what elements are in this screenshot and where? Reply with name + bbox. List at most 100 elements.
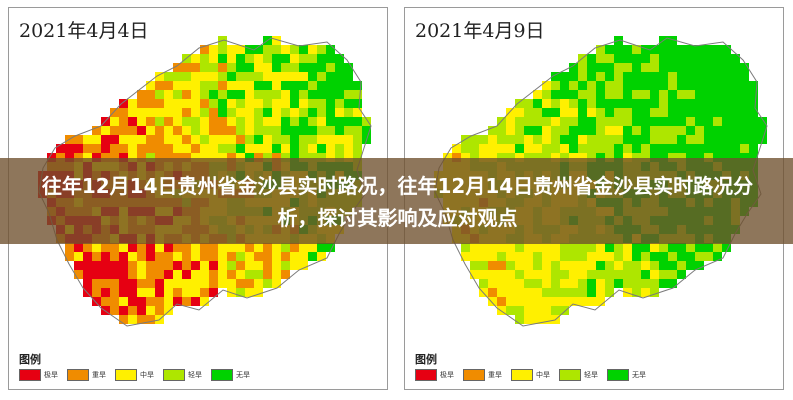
map-cell-light <box>308 117 317 126</box>
map-cell-moderate <box>245 99 254 108</box>
map-cell-light <box>515 243 524 252</box>
map-cell-light <box>335 144 344 153</box>
map-cell-light <box>299 144 308 153</box>
headline-text[interactable]: 往年12月14日贵州省金沙县实时路况，往年12月14日贵州省金沙县实时路况分析，… <box>41 174 754 230</box>
map-cell-none <box>686 144 695 153</box>
map-cell-none <box>686 252 695 261</box>
map-cell-none <box>695 90 704 99</box>
map-cell-moderate <box>560 144 569 153</box>
map-cell-light <box>299 54 308 63</box>
map-cell-none <box>281 81 290 90</box>
map-cell-none <box>713 252 722 261</box>
map-cell-none <box>650 81 659 90</box>
map-cell-none <box>227 72 236 81</box>
map-cell-moderate <box>524 252 533 261</box>
map-cell-severe <box>83 144 92 153</box>
map-cell-moderate <box>128 108 137 117</box>
map-cell-none <box>335 54 344 63</box>
map-cell-moderate <box>128 135 137 144</box>
map-cell-light <box>578 72 587 81</box>
map-cell-moderate <box>596 252 605 261</box>
map-cell-moderate <box>200 144 209 153</box>
map-cell-light <box>200 63 209 72</box>
map-cell-moderate <box>488 243 497 252</box>
map-cell-none <box>623 45 632 54</box>
map-cell-none <box>677 108 686 117</box>
map-cell-moderate <box>299 252 308 261</box>
map-cell-severe <box>218 81 227 90</box>
map-cell-none <box>704 243 713 252</box>
map-cell-severe <box>236 279 245 288</box>
map-cell-moderate <box>587 252 596 261</box>
map-cell-moderate <box>488 252 497 261</box>
map-cell-moderate <box>497 243 506 252</box>
map-cell-none <box>749 126 758 135</box>
map-cell-none <box>722 108 731 117</box>
map-cell-moderate <box>218 270 227 279</box>
map-cell-moderate <box>299 99 308 108</box>
map-cell-moderate <box>560 297 569 306</box>
map-cell-moderate <box>137 117 146 126</box>
map-cell-moderate <box>245 144 254 153</box>
map-cell-severe <box>101 153 110 162</box>
headline-banner: 往年12月14日贵州省金沙县实时路况，往年12月14日贵州省金沙县实时路况分析，… <box>0 158 793 244</box>
map-cell-none <box>281 126 290 135</box>
map-cell-severe <box>92 279 101 288</box>
map-cell-light <box>578 252 587 261</box>
map-title-right: 2021年4月9日 <box>415 20 545 42</box>
map-cell-severe <box>137 144 146 153</box>
legend-swatch <box>415 369 437 381</box>
map-cell-light <box>515 135 524 144</box>
map-cell-severe <box>209 252 218 261</box>
map-cell-light <box>317 45 326 54</box>
map-cell-light <box>551 81 560 90</box>
map-cell-moderate <box>272 99 281 108</box>
map-cell-light <box>587 99 596 108</box>
map-cell-moderate <box>173 252 182 261</box>
map-cell-severe <box>488 288 497 297</box>
map-cell-extreme <box>119 153 128 162</box>
map-cell-none <box>569 126 578 135</box>
map-cell-moderate <box>146 108 155 117</box>
map-cell-severe <box>191 144 200 153</box>
map-cell-severe <box>164 117 173 126</box>
map-cell-light <box>605 54 614 63</box>
map-cell-moderate <box>551 117 560 126</box>
legend-item-severe: 重旱 <box>463 369 511 381</box>
map-cell-severe <box>110 288 119 297</box>
map-cell-severe <box>92 252 101 261</box>
legend-item-none: 无旱 <box>607 369 655 381</box>
map-cell-light <box>254 108 263 117</box>
map-cell-none <box>641 126 650 135</box>
map-cell-severe <box>263 252 272 261</box>
map-cell-light <box>326 63 335 72</box>
map-cell-none <box>722 90 731 99</box>
map-cell-none <box>587 54 596 63</box>
map-cell-moderate <box>524 135 533 144</box>
map-cell-moderate <box>173 135 182 144</box>
map-cell-severe <box>155 297 164 306</box>
map-cell-severe <box>254 153 263 162</box>
map-cell-none <box>632 243 641 252</box>
map-cell-moderate <box>560 108 569 117</box>
map-cell-moderate <box>290 108 299 117</box>
map-cell-extreme <box>119 279 128 288</box>
map-cell-none <box>299 126 308 135</box>
map-cell-none <box>632 81 641 90</box>
map-cell-moderate <box>173 108 182 117</box>
map-cell-extreme <box>110 135 119 144</box>
map-cell-light <box>470 261 479 270</box>
map-cell-light <box>470 135 479 144</box>
map-cell-moderate <box>254 54 263 63</box>
map-cell-none <box>551 108 560 117</box>
map-cell-none <box>326 108 335 117</box>
map-cell-light <box>614 270 623 279</box>
map-cell-severe <box>497 261 506 270</box>
legend-item-extreme: 极旱 <box>415 369 463 381</box>
map-cell-light <box>335 99 344 108</box>
map-cell-moderate <box>497 279 506 288</box>
map-cell-light <box>641 279 650 288</box>
map-cell-moderate <box>596 288 605 297</box>
map-cell-none <box>650 45 659 54</box>
map-cell-moderate <box>281 144 290 153</box>
